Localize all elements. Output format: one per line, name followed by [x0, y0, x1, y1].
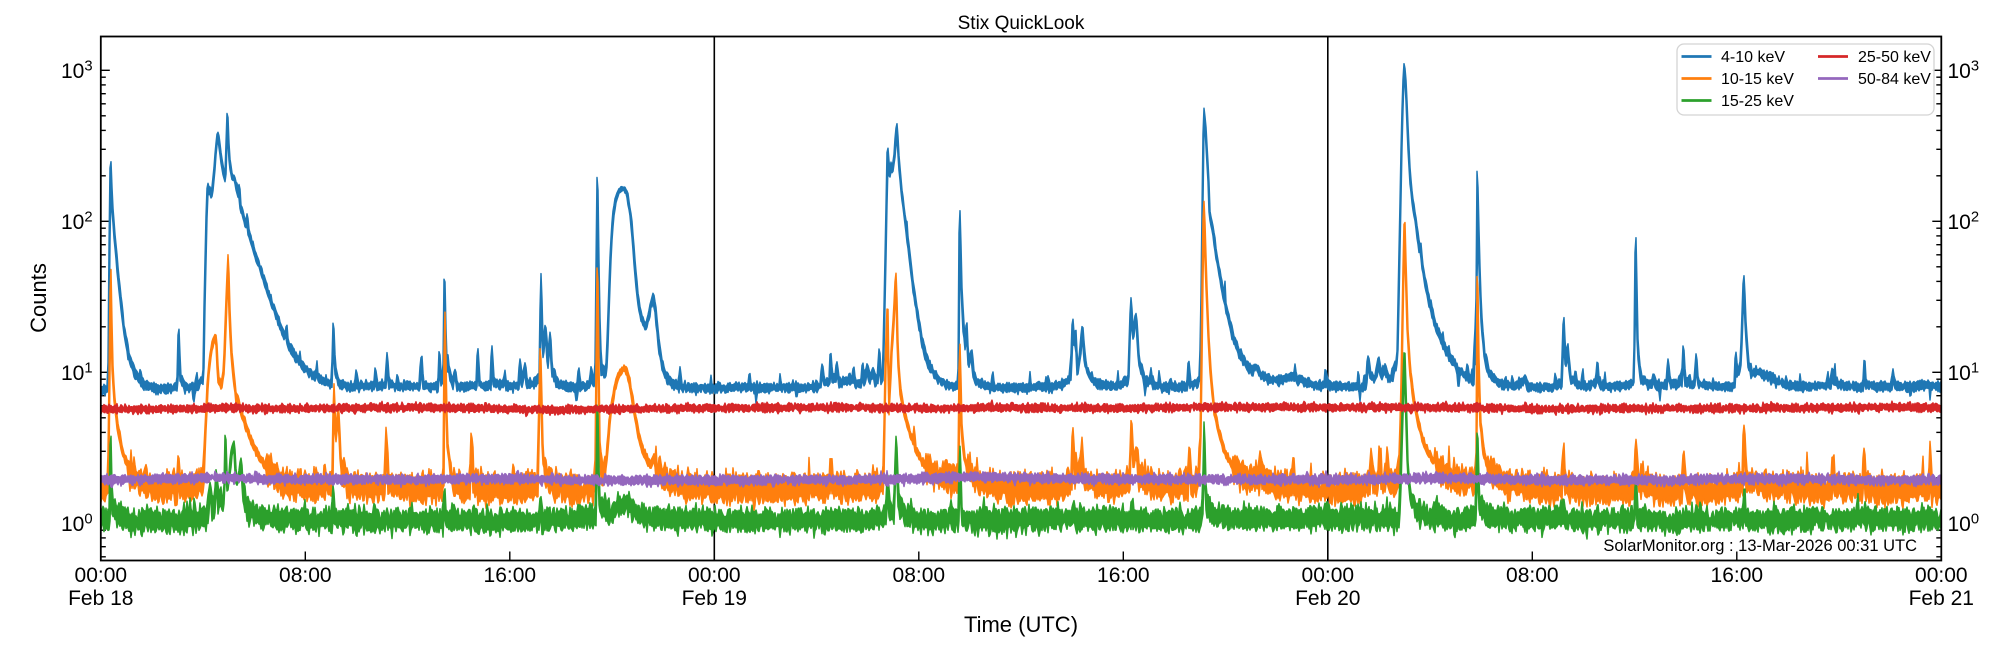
svg-text:00:00: 00:00	[75, 564, 128, 587]
svg-text:Counts: Counts	[26, 263, 51, 333]
svg-text:Feb 21: Feb 21	[1909, 587, 1974, 610]
svg-text:16:00: 16:00	[1711, 564, 1764, 587]
svg-text:50-84 keV: 50-84 keV	[1858, 71, 1931, 88]
svg-text:00:00: 00:00	[688, 564, 741, 587]
svg-text:08:00: 08:00	[1506, 564, 1559, 587]
svg-text:SolarMonitor.org : 13-Mar-2026: SolarMonitor.org : 13-Mar-2026 00:31 UTC	[1603, 537, 1917, 555]
svg-text:102: 102	[1948, 209, 1980, 234]
svg-text:10-15 keV: 10-15 keV	[1721, 71, 1794, 88]
svg-text:00:00: 00:00	[1302, 564, 1355, 587]
svg-text:25-50 keV: 25-50 keV	[1858, 49, 1931, 66]
svg-text:15-25 keV: 15-25 keV	[1721, 93, 1794, 110]
svg-text:16:00: 16:00	[484, 564, 537, 587]
svg-text:08:00: 08:00	[279, 564, 332, 587]
svg-text:4-10 keV: 4-10 keV	[1721, 49, 1785, 66]
svg-text:Feb 18: Feb 18	[68, 587, 133, 610]
svg-text:Time (UTC): Time (UTC)	[964, 612, 1078, 637]
svg-text:Feb 19: Feb 19	[682, 587, 747, 610]
svg-text:Feb 20: Feb 20	[1295, 587, 1360, 610]
svg-text:Stix QuickLook: Stix QuickLook	[958, 13, 1085, 34]
svg-text:08:00: 08:00	[893, 564, 946, 587]
svg-text:16:00: 16:00	[1097, 564, 1150, 587]
svg-text:00:00: 00:00	[1915, 564, 1968, 587]
